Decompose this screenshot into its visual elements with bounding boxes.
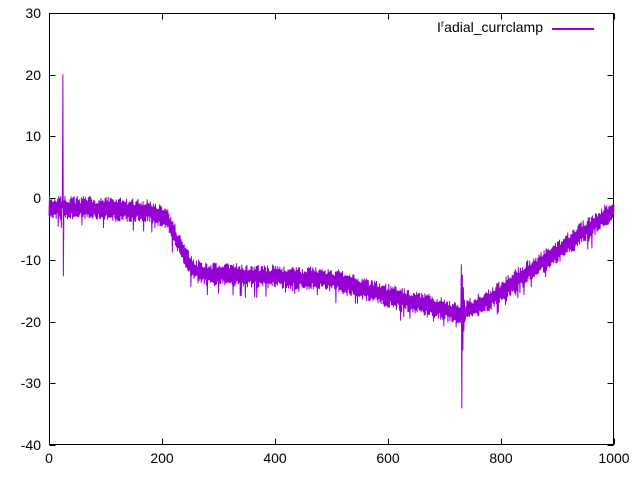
legend-label: Iradial_currclamp	[437, 19, 543, 38]
legend-label-prefix: I	[436, 19, 441, 35]
legend-line-sample	[552, 27, 594, 30]
y-tick-label: -10	[20, 251, 41, 268]
x-tick-label: 400	[263, 450, 287, 466]
y-tick-label: 10	[25, 128, 41, 145]
series-radial-currclamp	[48, 74, 615, 409]
x-tick-label: 1000	[598, 450, 630, 466]
y-tick-label: 0	[33, 190, 41, 207]
y-tick-label: -40	[20, 437, 41, 453]
x-tick-label: 0	[45, 450, 53, 466]
y-tick-label: -30	[20, 375, 41, 392]
y-tick-label: 30	[25, 5, 41, 21]
y-tick-label: 20	[25, 66, 41, 83]
legend: Iradial_currclamp	[437, 19, 594, 38]
x-tick-label: 600	[376, 450, 400, 466]
legend-label-rest: adial_currclamp	[444, 19, 543, 35]
plot-border	[49, 13, 614, 445]
x-tick-label: 200	[150, 450, 174, 466]
x-tick-label: 800	[489, 450, 513, 466]
legend-label-superscript: r	[440, 19, 445, 30]
y-tick-label: -20	[20, 313, 41, 330]
